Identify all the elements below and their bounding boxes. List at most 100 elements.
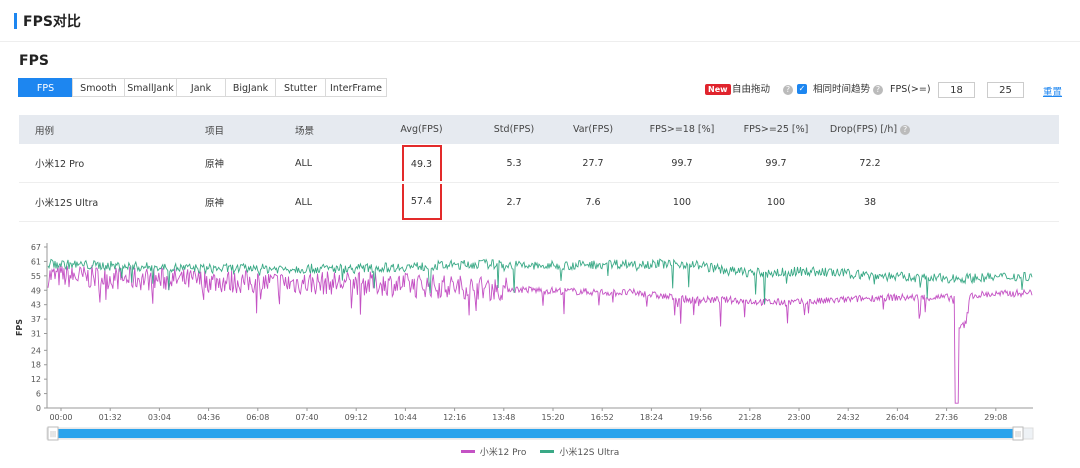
chart-title: FPS (19, 53, 49, 69)
help-icon[interactable]: ? (900, 125, 911, 135)
cell-var: 27.7 (554, 144, 632, 183)
new-badge: New (705, 84, 731, 95)
col-header: Std(FPS) (474, 115, 554, 144)
y-tick-label: 55 (31, 272, 41, 281)
same-time-trend-label[interactable]: 相同时间趋势 (813, 84, 871, 95)
tab-interframe[interactable]: InterFrame (325, 78, 387, 97)
x-tick-label: 26:04 (886, 413, 909, 422)
legend-swatch (540, 450, 555, 453)
legend-item[interactable]: 小米12 Pro (460, 445, 527, 458)
x-tick-label: 24:32 (837, 413, 860, 422)
title-accent-bar (14, 12, 17, 29)
col-header: FPS>=18 [%] (632, 115, 732, 144)
col-header: FPS>=25 [%] (732, 115, 820, 144)
x-tick-label: 06:08 (246, 413, 269, 422)
tab-stutter[interactable]: Stutter (275, 78, 326, 97)
col-header: Avg(FPS) (369, 115, 474, 144)
x-tick-label: 07:40 (295, 413, 318, 422)
avg-highlight-box: 49.3 (401, 145, 442, 181)
series-line (47, 265, 1033, 404)
y-tick-label: 24 (31, 346, 41, 355)
cell-drop: 38 (820, 182, 920, 222)
free-drag-label[interactable]: 自由拖动 (732, 84, 771, 95)
fps-line-chart: 0 6 12 18 24 31 37 43 49 55 61 67 FPS 00:00 01:32 03:04… (15, 243, 1034, 441)
y-tick-label: 49 (31, 286, 41, 295)
cell-scene: ALL (279, 144, 369, 183)
x-tick-label: 00:00 (49, 413, 72, 422)
col-header-text: Drop(FPS) [/h] (829, 124, 898, 135)
x-tick-label: 04:36 (197, 413, 220, 422)
col-header: 场景 (279, 115, 369, 144)
divider (0, 41, 1080, 42)
y-tick-label: 6 (36, 390, 41, 399)
x-tick-label: 09:12 (345, 413, 368, 422)
cell-fps18: 99.7 (632, 144, 732, 183)
threshold-18-input[interactable]: 18 (938, 82, 975, 98)
x-tick-label: 15:20 (541, 413, 564, 422)
table-header-row: 用例 项目 场景 Avg(FPS) Std(FPS) Var(FPS) FPS>… (19, 115, 1059, 144)
tab-jank[interactable]: Jank (176, 78, 226, 97)
cell-device: 小米12S Ultra (19, 182, 189, 222)
y-tick-label: 61 (31, 257, 41, 266)
cell-drop: 72.2 (820, 144, 920, 183)
x-tick-label: 13:48 (492, 413, 515, 422)
legend-label: 小米12S Ultra (559, 448, 620, 458)
cell-fps25: 99.7 (732, 144, 820, 183)
x-tick-label: 19:56 (689, 413, 712, 422)
grip-icon: ||| (50, 431, 56, 438)
threshold-25-input[interactable]: 25 (987, 82, 1024, 98)
fps-threshold-label: FPS(>=) (890, 84, 931, 95)
x-tick-label: 03:04 (148, 413, 171, 422)
x-tick-label: 10:44 (394, 413, 417, 422)
cell-scene: ALL (279, 182, 369, 222)
help-icon[interactable]: ? (873, 85, 883, 95)
section-title: FPS对比 (14, 12, 81, 30)
col-header: Var(FPS) (554, 115, 632, 144)
reset-link[interactable]: 重置 (1043, 87, 1063, 98)
slider-range[interactable] (58, 429, 1013, 438)
col-header-drop: Drop(FPS) [/h] ? (820, 115, 920, 144)
cell-avg-fps: 57.4 (369, 182, 474, 222)
slider-right-handle[interactable] (1012, 426, 1024, 441)
chart-legend: 小米12 Pro 小米12S Ultra (0, 445, 1080, 458)
table-row: 小米12S Ultra 原神 ALL 57.4 2.7 7.6 100 100 … (19, 182, 1059, 222)
tab-smalljank[interactable]: SmallJank (124, 78, 177, 97)
chart-axes: 0 6 12 18 24 31 37 43 49 55 61 67 FPS 00:00 01:32 03:04… (15, 243, 1033, 422)
section-title-text: FPS对比 (23, 13, 81, 30)
grip-icon: ||| (1015, 431, 1021, 438)
metric-tabs: FPS Smooth SmallJank Jank BigJank Stutte… (18, 78, 387, 97)
legend-item[interactable]: 小米12S Ultra (540, 445, 619, 458)
cell-device: 小米12 Pro (19, 144, 189, 183)
cell-var: 7.6 (554, 182, 632, 222)
cell-avg-fps: 49.3 (369, 144, 474, 183)
x-tick-label: 21:28 (738, 413, 761, 422)
y-tick-label: 31 (31, 330, 41, 339)
chart-series (47, 258, 1033, 404)
slider-left-handle[interactable] (47, 426, 59, 441)
y-tick-label: 0 (36, 404, 41, 413)
table-row: 小米12 Pro 原神 ALL 49.3 5.3 27.7 99.7 99.7 … (19, 144, 1059, 183)
checkbox-icon[interactable]: ✓ (797, 84, 807, 94)
y-tick-label: 18 (31, 361, 41, 370)
x-tick-label: 29:08 (984, 413, 1007, 422)
x-tick-label: 23:00 (787, 413, 810, 422)
series-line (47, 258, 1033, 305)
x-tick-label: 12:16 (443, 413, 466, 422)
tab-fps[interactable]: FPS (18, 78, 73, 97)
cell-fps18: 100 (632, 182, 732, 222)
y-tick-label: 67 (31, 243, 41, 252)
x-tick-label: 16:52 (591, 413, 614, 422)
y-tick-label: 12 (31, 375, 41, 384)
y-tick-label: 43 (31, 301, 41, 310)
help-icon[interactable]: ? (783, 85, 793, 95)
tab-smooth[interactable]: Smooth (72, 78, 125, 97)
legend-label: 小米12 Pro (479, 448, 527, 458)
cell-project: 原神 (189, 144, 279, 183)
tab-bigjank[interactable]: BigJank (225, 78, 276, 97)
x-tick-label: 18:24 (640, 413, 663, 422)
avg-highlight-box: 57.4 (401, 184, 442, 220)
cell-fps25: 100 (732, 182, 820, 222)
range-slider[interactable]: ||| ||| (46, 426, 1034, 441)
fps-stats-table: 用例 项目 场景 Avg(FPS) Std(FPS) Var(FPS) FPS>… (19, 115, 1059, 222)
col-header: 用例 (19, 115, 189, 144)
